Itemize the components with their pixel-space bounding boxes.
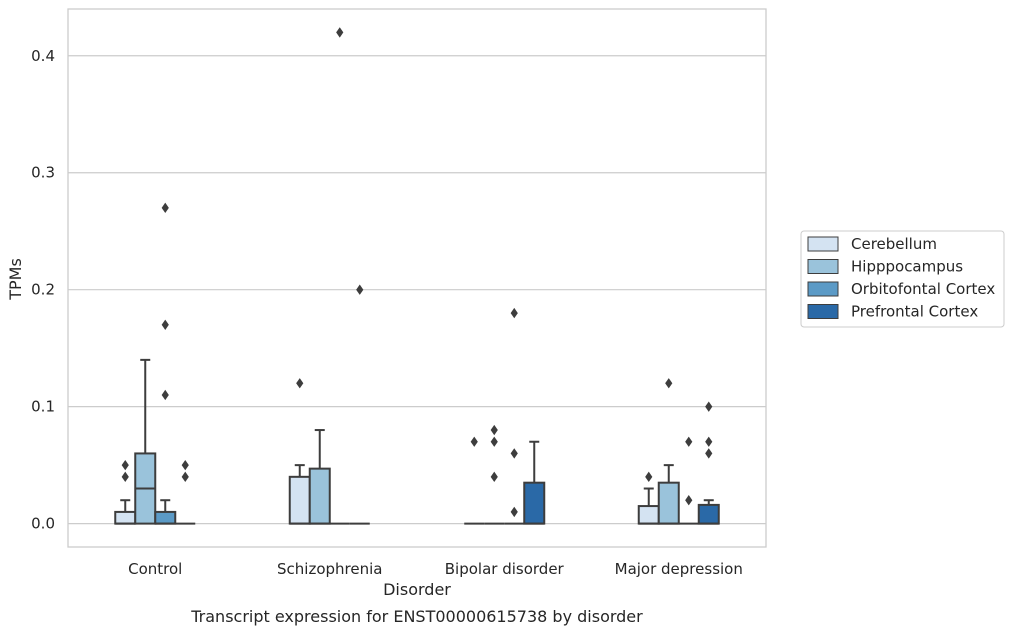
outlier-point <box>181 459 189 471</box>
box-body <box>154 510 177 525</box>
outlier-point <box>510 448 518 459</box>
box-1-3 <box>657 378 680 525</box>
outlier-point <box>685 495 693 506</box>
box-2-2 <box>504 307 525 525</box>
box-body <box>308 467 331 525</box>
outlier-point <box>336 27 344 38</box>
box-0-1 <box>288 378 311 525</box>
box-3-3 <box>697 401 720 525</box>
outlier-point <box>181 471 189 483</box>
box-body <box>288 475 311 525</box>
legend-swatch <box>807 259 839 274</box>
outlier-point <box>161 319 169 330</box>
box-1-1 <box>308 429 331 525</box>
legend: Cerebellum Hipppocampus Orbitofontal Corte… <box>800 230 1005 328</box>
y-tick-label: 0.3 <box>31 164 55 182</box>
y-tick-label: 0.1 <box>31 398 55 416</box>
outlier-point <box>510 506 518 518</box>
outlier-point <box>685 436 693 447</box>
outlier-point <box>356 284 364 295</box>
outlier-point <box>121 471 129 483</box>
box-3-0 <box>175 459 196 525</box>
box-0-2 <box>464 436 485 525</box>
outlier-point <box>645 471 653 483</box>
legend-label: Cerebellum <box>851 235 937 253</box>
outlier-point <box>490 471 498 483</box>
legend-swatch <box>807 304 839 319</box>
outlier-point <box>296 378 304 389</box>
box-2-1 <box>329 27 350 525</box>
y-axis-label: TPMs <box>6 258 25 301</box>
figure-caption: Transcript expression for ENST0000061573… <box>190 607 643 626</box>
box-plot-series <box>114 27 720 525</box>
y-tick-label: 0.0 <box>31 515 55 533</box>
legend-items: Cerebellum Hipppocampus Orbitofontal Corte… <box>807 235 995 321</box>
outlier-point <box>665 378 673 389</box>
legend-swatch <box>807 236 839 252</box>
outlier-point <box>705 448 713 459</box>
grid-lines <box>68 55 766 525</box>
outlier-point <box>705 436 713 447</box>
y-tick-label: 0.2 <box>31 281 55 299</box>
outlier-point <box>490 436 498 447</box>
box-body <box>114 510 137 525</box>
legend-label: Prefrontal Cortex <box>851 303 978 321</box>
box-1-0 <box>134 358 157 525</box>
box-0-0 <box>114 459 137 525</box>
outlier-point <box>510 307 518 319</box>
x-tick-label: Schizophrenia <box>277 560 382 578</box>
outlier-point <box>490 424 498 436</box>
legend-label: Orbitofontal Cortex <box>851 280 995 298</box>
plot-area-frame <box>67 8 767 548</box>
box-1-2 <box>484 424 505 525</box>
box-2-3 <box>678 436 699 525</box>
box-3-2 <box>523 440 546 525</box>
x-tick-label: Control <box>128 560 182 578</box>
legend-frame <box>800 230 1005 328</box>
legend-label: Hipppocampus <box>851 258 963 276</box>
box-3-1 <box>349 284 370 525</box>
legend-swatch <box>807 281 839 297</box>
outlier-point <box>470 436 478 447</box>
y-axis-ticks: 0.0 0.1 0.2 0.3 0.4 <box>31 47 55 533</box>
outlier-point <box>161 389 169 401</box>
box-0-3 <box>637 471 660 525</box>
box-body <box>523 481 546 525</box>
outlier-point <box>705 401 713 412</box>
x-axis-label: Disorder <box>383 580 451 599</box>
box-body <box>657 481 680 525</box>
y-tick-label: 0.4 <box>31 47 55 65</box>
box-body <box>637 505 660 525</box>
box-2-0 <box>154 202 177 525</box>
x-tick-label: Major depression <box>615 560 743 578</box>
box-body <box>697 503 720 525</box>
outlier-point <box>121 459 129 471</box>
outlier-point <box>161 202 169 214</box>
x-tick-label: Bipolar disorder <box>445 560 565 578</box>
x-axis-ticks: Control Schizophrenia Bipolar disorder Majo… <box>128 560 743 578</box>
